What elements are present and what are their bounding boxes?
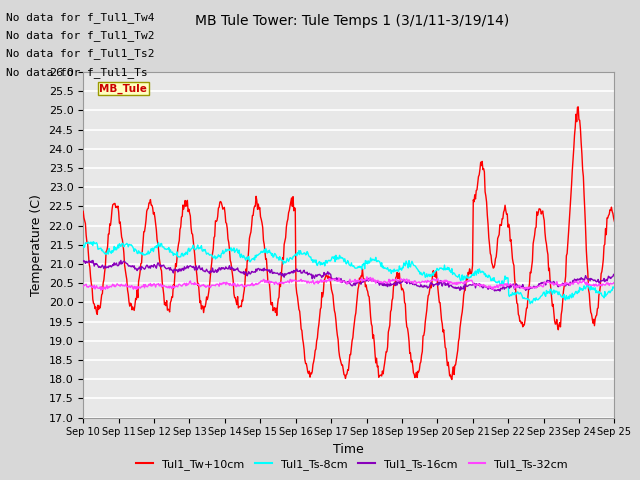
X-axis label: Time: Time: [333, 443, 364, 456]
Legend: Tul1_Tw+10cm, Tul1_Ts-8cm, Tul1_Ts-16cm, Tul1_Ts-32cm: Tul1_Tw+10cm, Tul1_Ts-8cm, Tul1_Ts-16cm,…: [132, 455, 572, 474]
Text: No data for f_Tul1_Ts2: No data for f_Tul1_Ts2: [6, 48, 155, 60]
Y-axis label: Temperature (C): Temperature (C): [30, 194, 43, 296]
Text: No data for f_Tul1_Ts: No data for f_Tul1_Ts: [6, 67, 148, 78]
Text: MB_Tule: MB_Tule: [99, 84, 147, 94]
Text: No data for f_Tul1_Tw4: No data for f_Tul1_Tw4: [6, 12, 155, 23]
Text: MB Tule Tower: Tule Temps 1 (3/1/11-3/19/14): MB Tule Tower: Tule Temps 1 (3/1/11-3/19…: [195, 14, 509, 28]
Text: No data for f_Tul1_Tw2: No data for f_Tul1_Tw2: [6, 30, 155, 41]
